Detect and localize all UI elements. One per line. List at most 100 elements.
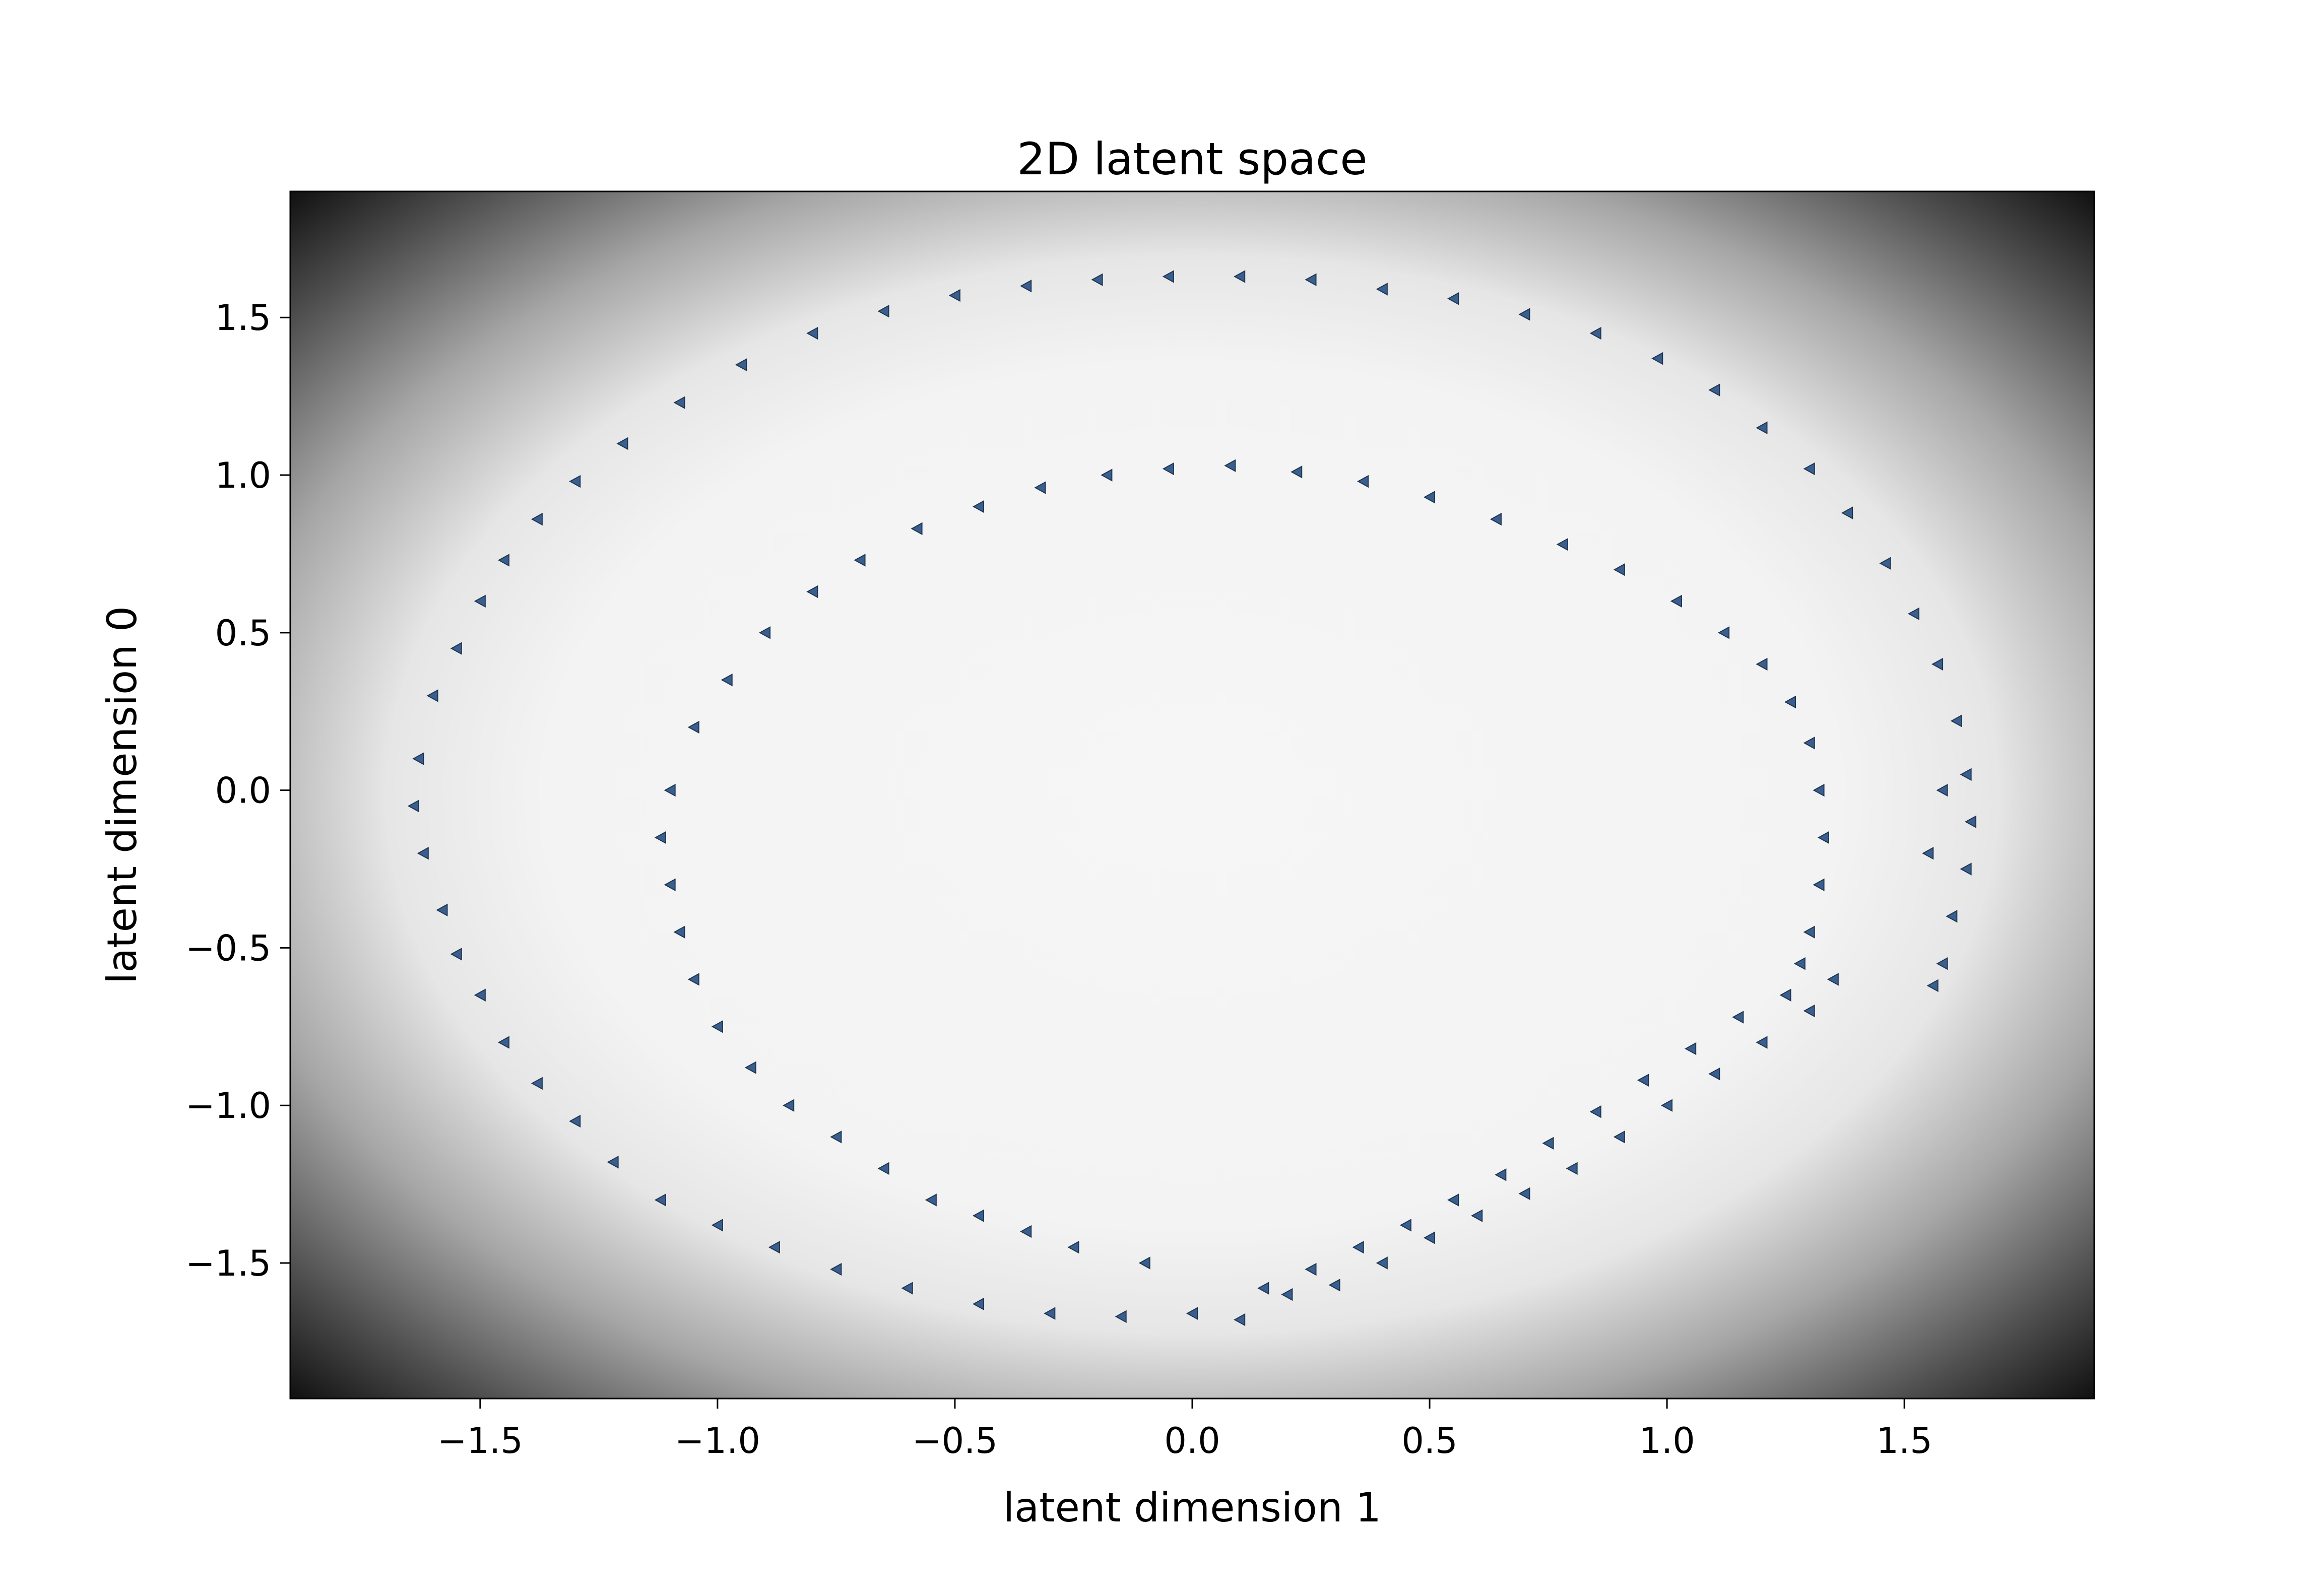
data-point	[744, 1061, 756, 1074]
x-tick-label: −1.5	[437, 1420, 523, 1461]
data-point	[972, 500, 985, 513]
data-point	[1257, 1282, 1269, 1295]
data-point	[1960, 862, 1972, 876]
data-point	[569, 475, 581, 488]
data-point	[1234, 1313, 1246, 1326]
x-tick-label: −1.0	[675, 1420, 760, 1461]
data-point	[436, 903, 448, 917]
x-tick-label: −0.5	[912, 1420, 998, 1461]
data-point	[1291, 466, 1303, 479]
data-point	[830, 1130, 842, 1144]
data-point	[1447, 1193, 1459, 1207]
data-point	[711, 1020, 723, 1033]
data-point	[497, 1036, 509, 1049]
data-point	[1186, 1307, 1198, 1320]
data-point	[616, 437, 628, 450]
data-point	[673, 925, 685, 939]
data-point	[1803, 737, 1815, 750]
data-point	[1044, 1307, 1056, 1320]
data-point	[721, 673, 733, 687]
data-point	[417, 847, 429, 860]
data-point	[948, 289, 960, 302]
data-point	[407, 800, 419, 813]
data-point	[972, 1297, 985, 1311]
y-axis-ticks: −1.5 −1.0 −0.5 0.0 0.5 1.0 1.5	[185, 297, 290, 1284]
data-point	[1091, 273, 1103, 286]
data-point	[768, 1241, 780, 1254]
data-point	[474, 988, 486, 1002]
data-point	[972, 1209, 985, 1222]
data-point	[1376, 283, 1388, 296]
x-axis-ticks: −1.5 −1.0 −0.5 0.0 0.5 1.0 1.5	[437, 1399, 1932, 1461]
data-point	[1936, 783, 1948, 797]
data-point	[759, 626, 771, 639]
data-point	[901, 1282, 913, 1295]
data-point	[877, 305, 889, 318]
data-point	[1922, 847, 1934, 860]
data-point	[1399, 1219, 1411, 1232]
data-point	[925, 1193, 937, 1207]
data-point	[1115, 1310, 1127, 1323]
data-point	[1067, 1241, 1079, 1254]
data-point	[1718, 626, 1730, 639]
data-point	[664, 783, 676, 797]
data-point	[1020, 279, 1032, 293]
data-point	[1423, 1231, 1436, 1244]
y-tick-label: −0.5	[185, 927, 271, 969]
x-tick-label: 1.5	[1876, 1420, 1932, 1461]
data-point	[1495, 1168, 1507, 1181]
data-point	[1732, 1011, 1744, 1024]
data-point	[1162, 462, 1174, 476]
data-point	[1589, 326, 1601, 340]
data-point	[1803, 1004, 1815, 1018]
y-tick-label: −1.0	[185, 1085, 271, 1126]
data-point	[1613, 1130, 1625, 1144]
y-tick-label: 1.0	[215, 455, 271, 496]
data-point	[1926, 979, 1939, 992]
data-point	[1708, 1067, 1720, 1081]
data-point	[654, 831, 666, 844]
data-point	[1651, 352, 1663, 365]
data-point	[1518, 308, 1530, 321]
data-point	[673, 396, 685, 409]
data-point	[1946, 910, 1958, 923]
data-point	[1281, 1288, 1293, 1301]
data-point	[711, 1219, 723, 1232]
data-point	[830, 1262, 842, 1276]
y-tick-label: −1.5	[185, 1243, 271, 1284]
data-point	[1357, 475, 1369, 488]
data-point	[450, 642, 462, 655]
data-point	[1907, 607, 1919, 620]
data-point	[569, 1114, 581, 1128]
data-point	[1101, 469, 1113, 482]
data-point	[1234, 270, 1246, 283]
data-point	[1224, 459, 1236, 472]
data-point	[412, 752, 424, 765]
data-point	[783, 1099, 795, 1112]
data-point	[1352, 1241, 1364, 1254]
data-point	[1756, 1036, 1768, 1049]
data-point	[1827, 973, 1839, 986]
chart-title: 2D latent space	[1017, 133, 1367, 185]
data-point	[474, 594, 486, 608]
data-point	[1328, 1279, 1340, 1292]
data-point	[1784, 695, 1796, 709]
data-point	[654, 1193, 666, 1207]
y-tick-label: 1.5	[215, 297, 271, 339]
data-point	[426, 689, 438, 702]
data-point	[1793, 957, 1805, 970]
data-point	[664, 878, 676, 891]
data-point	[1020, 1225, 1032, 1238]
data-points	[407, 270, 1977, 1326]
data-point	[1542, 1137, 1554, 1150]
data-point	[911, 522, 923, 536]
data-point	[1661, 1099, 1673, 1112]
data-point	[1779, 988, 1791, 1002]
data-point	[735, 358, 747, 371]
data-point	[1518, 1187, 1530, 1201]
data-point	[1138, 1256, 1150, 1270]
data-point	[1490, 512, 1502, 526]
data-point	[1931, 657, 1944, 671]
data-point	[1471, 1209, 1483, 1222]
